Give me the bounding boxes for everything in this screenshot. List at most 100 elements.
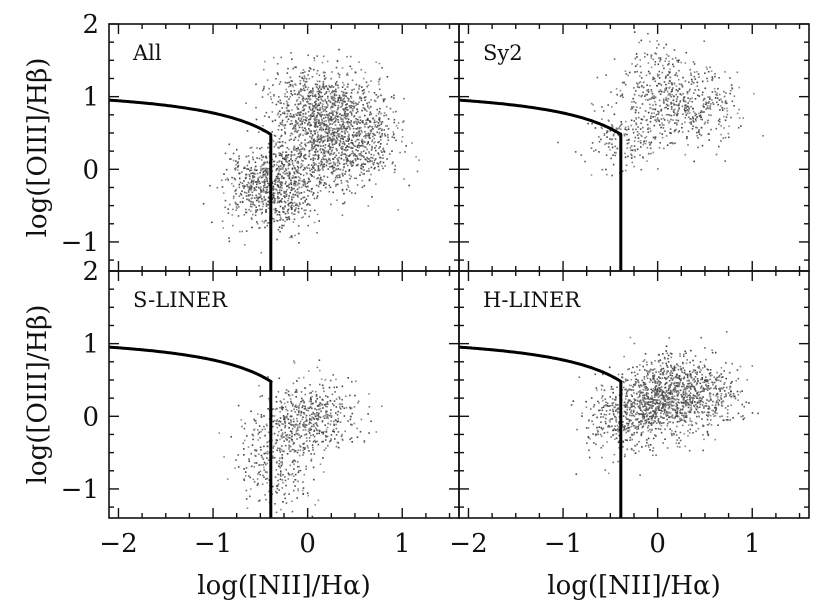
scatter-point [685, 412, 687, 415]
scatter-point [253, 466, 255, 468]
scatter-point [303, 178, 305, 181]
scatter-point [329, 148, 331, 150]
scatter-point [331, 98, 334, 101]
scatter-point [635, 117, 637, 119]
scatter-point [302, 113, 304, 115]
scatter-point [302, 449, 304, 451]
scatter-point [359, 145, 361, 147]
scatter-point [651, 402, 654, 404]
scatter-point [309, 173, 312, 175]
scatter-point [340, 126, 342, 128]
scatter-point [625, 129, 628, 131]
scatter-point [239, 192, 242, 195]
scatter-point [339, 412, 342, 414]
scatter-point [285, 389, 288, 391]
scatter-point [671, 94, 673, 96]
scatter-point [284, 406, 287, 408]
scatter-point [322, 179, 324, 181]
scatter-point [267, 204, 269, 206]
scatter-point [289, 423, 292, 426]
scatter-point [282, 481, 284, 484]
scatter-point [299, 449, 302, 452]
scatter-point [319, 96, 322, 98]
scatter-point [301, 147, 304, 149]
scatter-point [733, 105, 735, 107]
scatter-point [665, 106, 667, 109]
scatter-point [349, 110, 352, 113]
scatter-point [283, 398, 285, 401]
scatter-point [235, 193, 237, 195]
scatter-point [277, 146, 279, 149]
scatter-point [257, 186, 260, 189]
scatter-point [286, 103, 289, 105]
scatter-point [258, 425, 261, 427]
scatter-point [313, 104, 316, 107]
scatter-point [249, 476, 251, 479]
scatter-point [680, 412, 682, 414]
scatter-point [640, 400, 642, 403]
scatter-point [411, 142, 413, 144]
scatter-point [245, 498, 248, 500]
scatter-point [339, 141, 342, 143]
scatter-point [622, 415, 625, 417]
scatter-point [312, 413, 314, 415]
scatter-point [642, 156, 644, 158]
scatter-point [357, 127, 359, 129]
scatter-point [276, 210, 278, 212]
scatter-point [324, 106, 326, 108]
scatter-point [289, 191, 291, 194]
scatter-point [249, 495, 251, 498]
panel-sy2: Sy2 [458, 23, 810, 272]
scatter-point [392, 131, 394, 133]
scatter-point [331, 91, 333, 94]
scatter-point [375, 94, 378, 96]
scatter-point [320, 126, 323, 128]
scatter-point [657, 168, 659, 170]
scatter-point [277, 180, 279, 183]
scatter-point [302, 78, 305, 80]
scatter-point [345, 107, 347, 109]
scatter-point [257, 199, 259, 201]
scatter-point [739, 365, 742, 368]
scatter-point [678, 102, 680, 105]
scatter-point [285, 160, 287, 163]
scatter-point [333, 431, 335, 433]
scatter-point [251, 179, 253, 182]
scatter-point [639, 142, 642, 144]
scatter-point [702, 105, 704, 107]
scatter-point [600, 413, 602, 415]
scatter-point [280, 401, 283, 404]
scatter-point [264, 198, 267, 201]
scatter-point [341, 172, 344, 175]
scatter-point [254, 165, 257, 168]
scatter-point [375, 114, 378, 117]
scatter-point [343, 84, 345, 86]
scatter-point [639, 140, 642, 142]
scatter-point [314, 151, 316, 153]
scatter-point [344, 201, 346, 203]
scatter-point [285, 484, 287, 487]
scatter-point [299, 144, 301, 146]
scatter-point [636, 411, 638, 414]
scatter-point [310, 419, 313, 421]
scatter-point [255, 449, 258, 452]
scatter-point [282, 415, 285, 417]
scatter-point [328, 114, 331, 117]
scatter-point [245, 195, 248, 197]
scatter-point [616, 424, 619, 427]
scatter-point [647, 88, 650, 91]
scatter-point [307, 430, 310, 432]
scatter-point [261, 220, 264, 223]
scatter-point [237, 404, 240, 407]
scatter-point [306, 101, 308, 103]
scatter-point [636, 63, 639, 66]
scatter-point [317, 96, 320, 99]
scatter-point [687, 435, 689, 437]
scatter-point [293, 176, 295, 178]
scatter-point [285, 216, 287, 219]
scatter-point [277, 479, 279, 482]
scatter-point [308, 150, 311, 153]
scatter-point [635, 53, 638, 55]
scatter-point [687, 110, 690, 113]
scatter-point [676, 439, 678, 441]
